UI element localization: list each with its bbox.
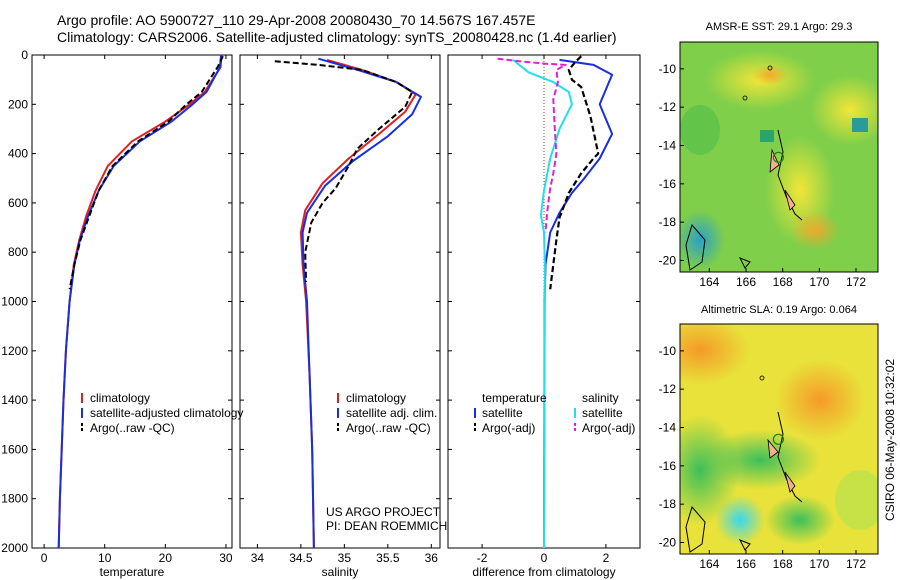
difference-legend-label: Argo(-adj)	[582, 421, 635, 435]
depth-tick-label: 400	[8, 147, 28, 161]
salinity-xtick-label: 34	[251, 551, 265, 565]
salinity-legend-label: satellite adj. clim.	[346, 406, 437, 420]
sla-map-xtick-label: 170	[809, 557, 829, 571]
salinity-legend-label: climatology	[346, 391, 406, 405]
difference-series-salinity-argo-adj-	[497, 57, 567, 233]
temperature-xtick-label: 20	[159, 551, 173, 565]
sla-map-xtick-label: 166	[736, 557, 756, 571]
salinity-xtick-label: 34.5	[289, 551, 313, 565]
sla-map-ytick-label: -10	[659, 344, 677, 358]
depth-tick-label: 2000	[1, 541, 28, 555]
sla-map-xtick-label: 172	[846, 557, 866, 571]
sla-map-coastline	[685, 375, 803, 553]
sst-map-xtick-label: 172	[846, 275, 866, 289]
temperature-series-argo-raw-qc-	[68, 55, 224, 290]
salinity-annotation: US ARGO PROJECT	[326, 505, 441, 519]
sst-map-xtick-label: 168	[773, 275, 793, 289]
temperature-series-satellite-adjusted-climatology	[57, 54, 223, 549]
sla-map-xtick-label: 168	[773, 557, 793, 571]
salinity-xtick-label: 36	[425, 551, 439, 565]
salinity-series-satellite-adj-clim-	[301, 57, 422, 549]
sla-map-ytick-label: -16	[659, 459, 677, 473]
salinity-series-climatology	[299, 58, 417, 549]
sla-map-image	[680, 324, 878, 554]
sst-map-ytick-label: -10	[659, 62, 677, 76]
side-stamp: CSIRO 06-May-2008 10:32:02	[883, 359, 897, 521]
temperature-legend-label: climatology	[90, 391, 150, 405]
sst-map-ytick-label: -16	[659, 177, 677, 191]
difference-series-temperature-argo-adj-	[549, 55, 600, 290]
difference-legend-header-salinity: salinity	[582, 391, 619, 405]
difference-xtick-label: 2	[603, 551, 610, 565]
sla-map-argo-marker	[772, 433, 785, 445]
difference-legend-label: satellite	[582, 406, 623, 420]
sla-map-ytick-label: -14	[659, 421, 677, 435]
sla-map-ytick-label: -20	[659, 536, 677, 550]
sst-map-image	[680, 42, 878, 272]
figure-title-line2: Climatology: CARS2006. Satellite-adjuste…	[57, 29, 617, 45]
temperature-xlabel: temperature	[100, 565, 165, 579]
sst-map-ytick-label: -20	[659, 254, 677, 268]
salinity-annotation: PI: DEAN ROEMMICH	[326, 519, 447, 533]
depth-tick-label: 1000	[1, 295, 28, 309]
salinity-xtick-label: 35	[338, 551, 352, 565]
difference-legend-label: Argo(-adj)	[482, 421, 535, 435]
salinity-frame	[239, 54, 441, 549]
sla-map-xtick-label: 164	[699, 557, 719, 571]
sst-map-ytick-label: -12	[659, 100, 677, 114]
depth-tick-label: 600	[8, 196, 28, 210]
sst-map-argo-marker	[772, 151, 785, 163]
temperature-xtick-label: 10	[98, 551, 112, 565]
difference-legend-label: satellite	[482, 406, 523, 420]
difference-series-salinity-satellite	[512, 59, 573, 549]
sst-map-ytick-label: -14	[659, 139, 677, 153]
sst-map-xtick-label: 170	[809, 275, 829, 289]
temperature-legend-label: satellite-adjusted climatology	[90, 406, 243, 420]
temperature-xtick-label: 0	[41, 551, 48, 565]
salinity-legend-label: Argo(..raw -QC)	[346, 421, 431, 435]
sst-map-xtick-label: 166	[736, 275, 756, 289]
difference-xtick-label: 0	[541, 551, 548, 565]
depth-tick-label: 800	[8, 245, 28, 259]
difference-xtick-label: -2	[477, 551, 488, 565]
difference-legend-header-temperature: temperature	[482, 391, 547, 405]
salinity-xlabel: salinity	[322, 565, 359, 579]
sla-map-ytick-label: -18	[659, 497, 677, 511]
temperature-legend-label: Argo(..raw -QC)	[90, 421, 175, 435]
difference-series-temperature-satellite	[543, 58, 614, 549]
depth-tick-label: 1600	[1, 442, 28, 456]
sst-map-frame	[679, 41, 879, 273]
sla-map-frame	[679, 323, 879, 555]
figure-title-line1: Argo profile: AO 5900727_110 29-Apr-2008…	[57, 12, 535, 28]
depth-tick-label: 200	[8, 97, 28, 111]
depth-tick-label: 1800	[1, 492, 28, 506]
salinity-series-argo-raw-qc-	[274, 60, 414, 282]
temperature-frame	[31, 54, 233, 549]
salinity-xtick-label: 35.5	[376, 551, 400, 565]
difference-xlabel: difference from climatology	[472, 565, 615, 579]
depth-tick-label: 1400	[1, 393, 28, 407]
sla-map-ytick-label: -12	[659, 382, 677, 396]
sst-map-ytick-label: -18	[659, 215, 677, 229]
depth-tick-label: 1200	[1, 344, 28, 358]
temperature-series-climatology	[57, 54, 223, 549]
depth-tick-label: 0	[21, 48, 28, 62]
temperature-xtick-label: 30	[219, 551, 233, 565]
sst-map-xtick-label: 164	[699, 275, 719, 289]
sst-map-title: AMSR-E SST: 29.1 Argo: 29.3	[706, 21, 853, 33]
sla-map-title: Altimetric SLA: 0.19 Argo: 0.064	[701, 304, 857, 316]
